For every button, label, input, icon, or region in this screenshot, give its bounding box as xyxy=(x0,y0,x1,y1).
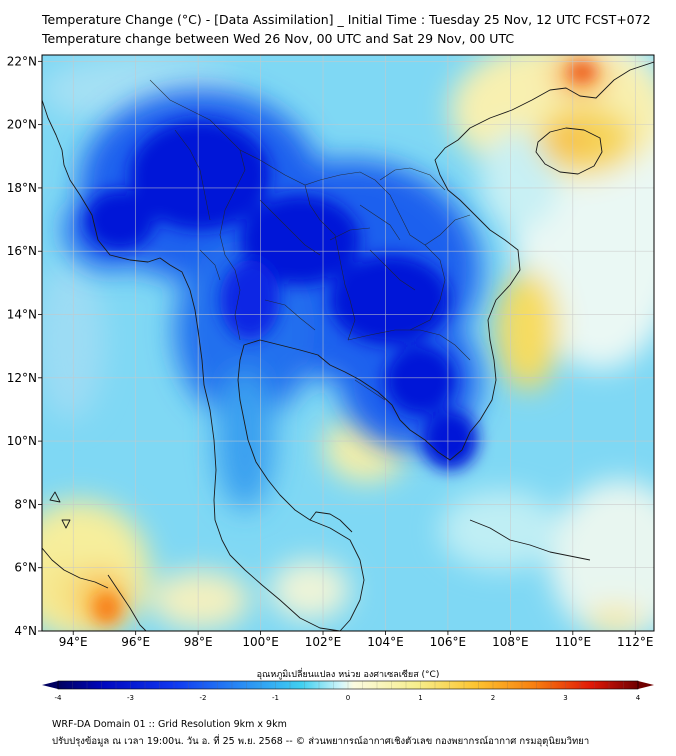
country-borders xyxy=(149,79,471,401)
lon-tick-label: 96°E xyxy=(121,635,150,649)
colorbar-tick-label: -3 xyxy=(127,694,134,702)
lat-tick-label: 22°N xyxy=(7,54,37,68)
lon-tick-label: 102°E xyxy=(305,635,342,649)
colorbar xyxy=(42,680,654,690)
lat-tick-label: 10°N xyxy=(7,434,37,448)
lat-tick-label: 14°N xyxy=(7,308,37,322)
lon-tick-label: 104°E xyxy=(367,635,404,649)
colorbar-tick-label: 3 xyxy=(563,694,567,702)
colorbar-title: อุณหภูมิเปลี่ยนแปลง หน่วย องศาเซลเซียส (… xyxy=(257,667,440,680)
map-grid xyxy=(42,55,654,631)
lat-tick-label: 18°N xyxy=(7,181,37,195)
lon-tick-label: 106°E xyxy=(430,635,467,649)
colorbar-tick-label: 0 xyxy=(346,694,350,702)
lat-tick-label: 16°N xyxy=(7,244,37,258)
longitude-labels: 94°E 96°E 98°E 100°E 102°E 104°E 106°E 108°E 110… xyxy=(59,631,654,649)
colorbar-tick-label: -1 xyxy=(272,694,279,702)
lat-tick-label: 20°N xyxy=(7,118,37,132)
footer-line-2: ปรับปรุงข้อมูล ณ เวลา 19:00น. วัน อ. ที่… xyxy=(52,736,590,747)
colorbar-tick-label: 2 xyxy=(491,694,495,702)
colorbar-tick-label: -2 xyxy=(200,694,207,702)
lat-tick-label: 6°N xyxy=(14,561,37,575)
title-line-1: Temperature Change (°C) - [Data Assimila… xyxy=(42,12,651,27)
colorbar-tick-label: -4 xyxy=(55,694,63,702)
lat-tick-label: 12°N xyxy=(7,371,37,385)
lon-tick-label: 108°E xyxy=(492,635,529,649)
colorbar-ticks: -4 -3 -2 -1 0 1 2 3 4 xyxy=(55,694,641,702)
footer-line-1: WRF-DA Domain 01 :: Grid Resolution 9km … xyxy=(52,719,287,730)
map-frame xyxy=(41,54,655,632)
lon-tick-label: 110°E xyxy=(555,635,592,649)
lat-tick-label: 4°N xyxy=(14,624,37,638)
lon-tick-label: 94°E xyxy=(59,635,88,649)
coastlines xyxy=(42,61,654,631)
latitude-labels: 22°N 20°N 18°N 16°N 14°N 12°N 10°N 8°N 6°N 4°N xyxy=(7,54,42,638)
lon-tick-label: 98°E xyxy=(184,635,213,649)
lon-tick-label: 112°E xyxy=(617,635,654,649)
temperature-field xyxy=(42,55,654,631)
colorbar-tick-label: 1 xyxy=(418,694,422,702)
title-line-2: Temperature change between Wed 26 Nov, 0… xyxy=(42,31,515,46)
lon-tick-label: 100°E xyxy=(242,635,279,649)
lat-tick-label: 8°N xyxy=(14,497,37,511)
colorbar-tick-label: 4 xyxy=(636,694,641,702)
